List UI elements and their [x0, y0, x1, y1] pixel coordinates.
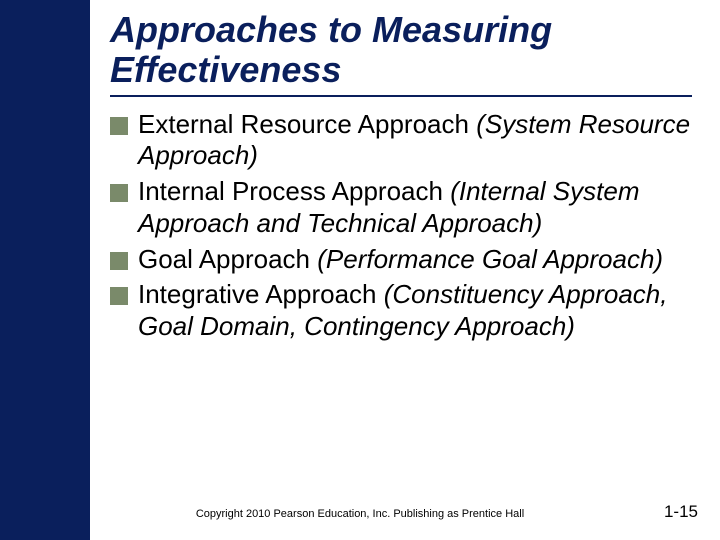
- bullet-bold: External Resource Approach: [138, 109, 476, 139]
- bullet-list: External Resource Approach (System Resou…: [110, 109, 692, 343]
- title-line-1: Approaches to Measuring: [110, 9, 552, 50]
- slide: Approaches to Measuring Effectiveness Ex…: [0, 0, 720, 540]
- page-number: 1-15: [664, 502, 698, 522]
- slide-title: Approaches to Measuring Effectiveness: [110, 10, 692, 91]
- bullet-bold: Integrative Approach: [138, 279, 384, 309]
- content-area: Approaches to Measuring Effectiveness Ex…: [90, 0, 720, 540]
- bullet-bold: Goal Approach: [138, 244, 317, 274]
- square-bullet-icon: [110, 117, 128, 135]
- title-line-2: Effectiveness: [110, 49, 341, 90]
- square-bullet-icon: [110, 184, 128, 202]
- bullet-item: Internal Process Approach (Internal Syst…: [110, 176, 692, 239]
- bullet-item: Integrative Approach (Constituency Appro…: [110, 279, 692, 342]
- bullet-item: Goal Approach (Performance Goal Approach…: [110, 244, 692, 276]
- title-underline: [110, 95, 692, 97]
- copyright-footer: Copyright 2010 Pearson Education, Inc. P…: [0, 508, 720, 520]
- square-bullet-icon: [110, 252, 128, 270]
- bullet-item: External Resource Approach (System Resou…: [110, 109, 692, 172]
- bullet-bold: Internal Process Approach: [138, 176, 450, 206]
- bullet-italic: (Performance Goal Approach): [317, 244, 663, 274]
- left-accent-bar: [0, 0, 90, 540]
- square-bullet-icon: [110, 287, 128, 305]
